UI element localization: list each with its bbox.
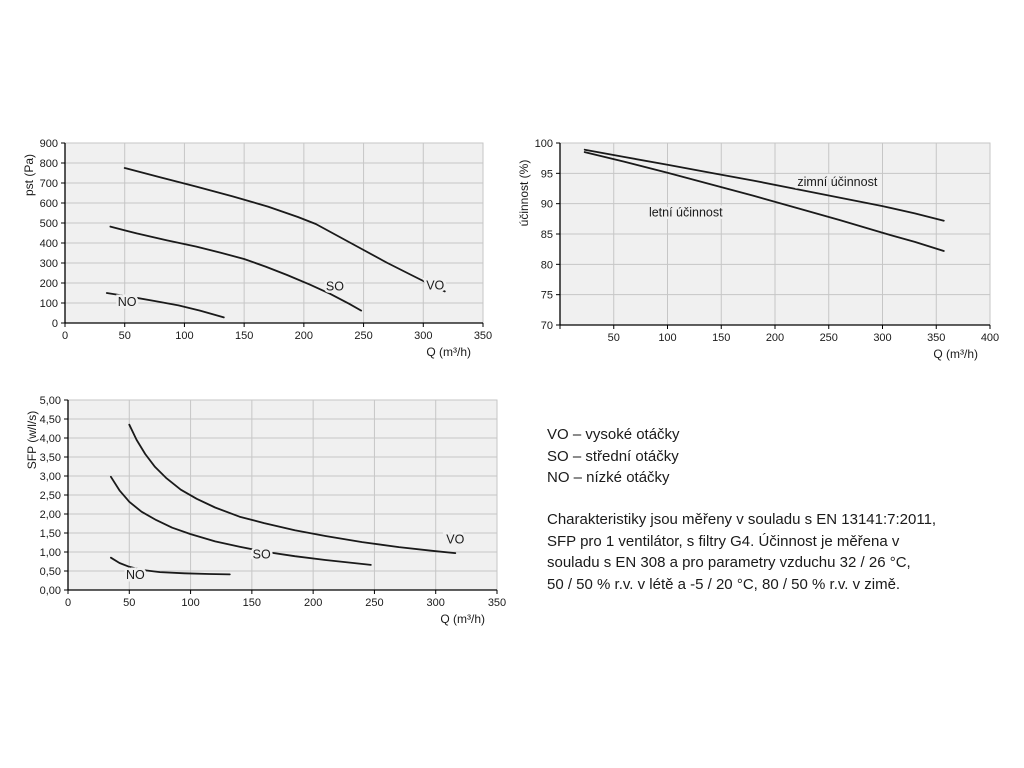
y-axis-title: účinnost (%) — [517, 160, 531, 227]
y-tick-label: 300 — [40, 258, 58, 270]
x-axis-title: Q (m³/h) — [933, 347, 978, 361]
y-tick-label: 1,00 — [40, 547, 61, 559]
note-line: souladu s EN 308 a pro parametry vzduchu… — [547, 554, 911, 571]
y-tick-label: 500 — [40, 218, 58, 230]
y-tick-label: 2,00 — [40, 509, 61, 521]
series-label-so: SO — [253, 547, 271, 561]
x-tick-label: 150 — [243, 597, 261, 609]
series-label-no: NO — [126, 568, 145, 582]
y-tick-label: 600 — [40, 198, 58, 210]
x-tick-label: 250 — [365, 597, 383, 609]
series-curve-vo — [123, 167, 446, 293]
legend-item-so: SO – střední otáčky — [547, 447, 679, 465]
legend-item-vo: VO – vysoké otáčky — [547, 426, 680, 443]
series-curve-letni — [583, 151, 945, 252]
y-tick-label: 700 — [40, 178, 58, 190]
x-tick-label: 100 — [181, 597, 199, 609]
y-tick-label: 4,50 — [40, 414, 61, 426]
y-tick-label: 100 — [535, 138, 553, 150]
series-curve-so — [110, 475, 372, 566]
x-tick-label: 400 — [981, 332, 999, 344]
x-tick-label: 50 — [119, 330, 131, 342]
note-line: SFP pro 1 ventilátor, s filtry G4. Účinn… — [547, 532, 900, 550]
x-axis-title: Q (m³/h) — [426, 345, 471, 359]
note-line: Charakteristiky jsou měřeny v souladu s … — [547, 511, 937, 528]
series-curve-no — [110, 556, 231, 576]
x-tick-label: 300 — [414, 330, 432, 342]
x-tick-label: 250 — [820, 332, 838, 344]
x-tick-label: 0 — [62, 330, 68, 342]
x-tick-label: 150 — [235, 330, 253, 342]
speed-legend: VO – vysoké otáčky SO – střední otáčky N… — [547, 424, 680, 489]
chart-pressure-curve-svg: 0 50 100 150 200 250 300 350 0 100 200 300 400 500 600… — [22, 138, 492, 359]
x-tick-label: 200 — [295, 330, 313, 342]
measurement-note: Charakteristiky jsou měřeny v souladu s … — [547, 509, 936, 595]
x-tick-label: 350 — [474, 330, 492, 342]
y-tick-label: 85 — [541, 229, 553, 241]
x-tick-label: 350 — [488, 597, 506, 609]
x-axis-title: Q (m³/h) — [440, 612, 485, 626]
y-tick-label: 900 — [40, 138, 58, 150]
series-label-zimni: zimní účinnost — [797, 175, 877, 189]
chart-efficiency-curve-svg: 50 100 150 200 250 300 350 400 70 75 80 85 90 95 100 zi… — [517, 138, 999, 361]
x-tick-label: 350 — [927, 332, 945, 344]
x-tick-label: 0 — [65, 597, 71, 609]
x-tick-label: 250 — [354, 330, 372, 342]
y-tick-label: 75 — [541, 290, 553, 302]
series-label-letni: letní účinnost — [649, 205, 723, 219]
chart-sfp-curve-svg: 0 50 100 150 200 250 300 350 0,00 0,50 1,00 1,50 2,0… — [25, 395, 506, 626]
series-label-vo: VO — [426, 278, 444, 292]
series-label-so: SO — [326, 280, 344, 294]
y-tick-label: 3,00 — [40, 471, 61, 483]
x-tick-label: 100 — [658, 332, 676, 344]
y-tick-label: 800 — [40, 158, 58, 170]
y-tick-label: 80 — [541, 259, 553, 271]
y-tick-label: 90 — [541, 199, 553, 211]
x-tick-label: 200 — [766, 332, 784, 344]
x-tick-label: 150 — [712, 332, 730, 344]
x-tick-label: 300 — [427, 597, 445, 609]
y-tick-label: 4,00 — [40, 433, 61, 445]
chart-efficiency-curve: 50 100 150 200 250 300 350 400 70 75 80 85 90 95 100 zi… — [515, 137, 1004, 367]
y-tick-label: 400 — [40, 238, 58, 250]
y-tick-label: 100 — [40, 298, 58, 310]
y-tick-label: 200 — [40, 278, 58, 290]
y-tick-label: 5,00 — [40, 395, 61, 407]
y-tick-label: 3,50 — [40, 452, 61, 464]
x-tick-label: 200 — [304, 597, 322, 609]
x-tick-label: 50 — [608, 332, 620, 344]
series-label-no: NO — [118, 295, 137, 309]
y-tick-label: 0,50 — [40, 566, 61, 578]
series-curve-so — [109, 225, 363, 312]
y-tick-label: 1,50 — [40, 528, 61, 540]
chart-sfp-curve: 0 50 100 150 200 250 300 350 0,00 0,50 1,00 1,50 2,0… — [22, 394, 511, 632]
y-tick-label: 95 — [541, 168, 553, 180]
series-curve-vo — [128, 423, 457, 555]
series-curve-zimni — [583, 148, 945, 222]
y-tick-label: 0,00 — [40, 585, 61, 597]
x-tick-label: 300 — [873, 332, 891, 344]
x-tick-label: 50 — [123, 597, 135, 609]
series-label-vo: VO — [446, 533, 464, 547]
y-axis-title: SFP (w/l/s) — [25, 411, 39, 469]
chart-pressure-curve: 0 50 100 150 200 250 300 350 0 100 200 300 400 500 600… — [20, 137, 497, 363]
y-axis-title: pst (Pa) — [22, 154, 36, 196]
x-tick-label: 100 — [175, 330, 193, 342]
series-curve-no — [105, 292, 225, 319]
legend-item-no: NO – nízké otáčky — [547, 469, 670, 486]
y-tick-label: 0 — [52, 318, 58, 330]
y-tick-label: 2,50 — [40, 490, 61, 502]
y-tick-label: 70 — [541, 320, 553, 332]
note-line: 50 / 50 % r.v. v létě a -5 / 20 °C, 80 /… — [547, 575, 901, 593]
